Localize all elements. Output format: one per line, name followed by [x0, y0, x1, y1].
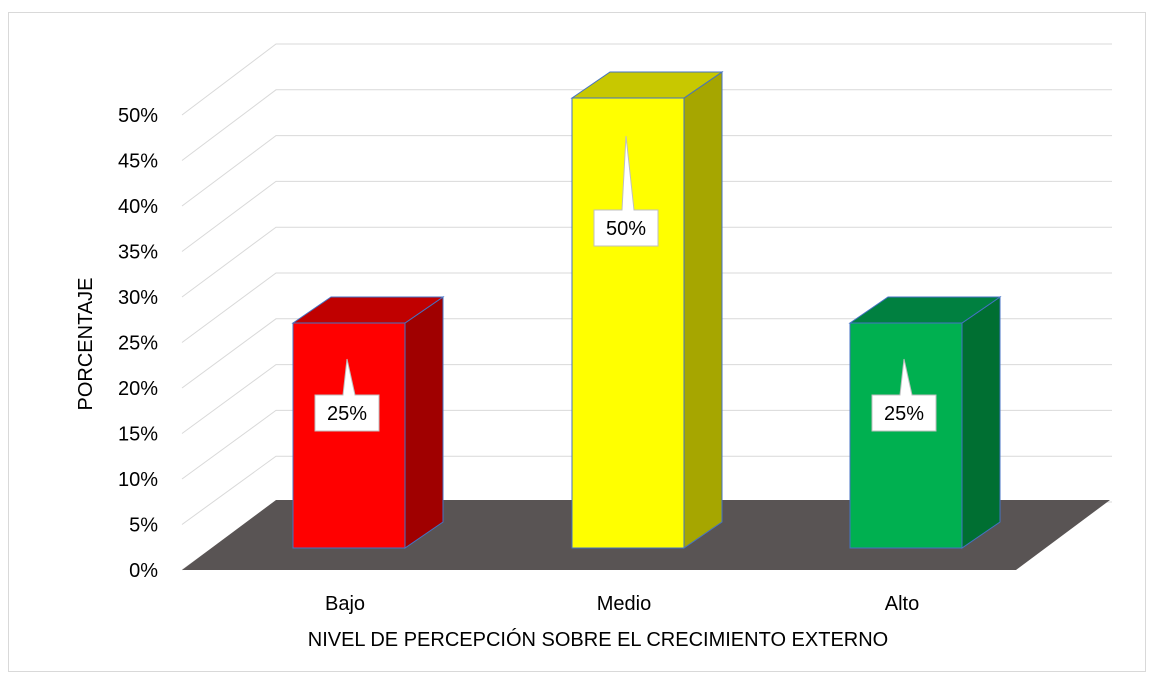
y-tick-label: 40%: [118, 196, 158, 218]
gridline: [181, 272, 1112, 343]
x-axis-title: NIVEL DE PERCEPCIÓN SOBRE EL CRECIMIENTO…: [308, 628, 889, 651]
gridline: [181, 226, 1112, 298]
y-tick-label: 10%: [118, 469, 158, 491]
y-tick-label: 0%: [129, 560, 158, 582]
bars-layer: 25% 50% 25%: [291, 71, 1002, 549]
data-label: 50%: [606, 218, 646, 240]
y-tick-label: 30%: [118, 287, 158, 309]
data-label-callout: 25%: [871, 358, 937, 432]
gridline: [181, 43, 1112, 116]
y-tick-label: 20%: [118, 378, 158, 400]
bar: [292, 322, 406, 549]
data-label: 25%: [884, 403, 924, 425]
callout-box: [314, 358, 380, 432]
bar-group: 50%: [570, 71, 724, 549]
gridline: [181, 318, 1112, 389]
x-category-labels: Bajo Medio Alto: [325, 593, 919, 615]
y-tick-label: 35%: [118, 242, 158, 264]
bar-group: 25%: [848, 296, 1002, 549]
x-tick-label: Medio: [597, 593, 651, 615]
y-tick-label: 25%: [118, 333, 158, 355]
callout-box: [871, 358, 937, 432]
data-label-callout: 25%: [314, 358, 380, 432]
y-tick-label: 50%: [118, 105, 158, 127]
bar-group: 25%: [291, 296, 445, 549]
gridline: [181, 455, 1112, 525]
gridline: [181, 135, 1112, 207]
x-tick-label: Bajo: [325, 593, 365, 615]
y-tick-label: 15%: [118, 424, 158, 446]
data-label-callout: 50%: [593, 135, 659, 247]
y-axis-title: PORCENTAJE: [75, 278, 97, 411]
x-tick-label: Alto: [885, 593, 919, 615]
y-tick-labels: 0% 5% 10% 15% 20% 25% 30% 35% 40% 45% 50%: [118, 105, 158, 582]
data-label: 25%: [327, 403, 367, 425]
gridline: [181, 89, 1112, 161]
bar-side-face: [404, 296, 444, 549]
gridline: [181, 364, 1112, 434]
gridline: [181, 180, 1112, 252]
bar: [849, 322, 963, 549]
bar-side-face: [683, 71, 723, 549]
bar-side-face: [961, 296, 1001, 549]
callout-box: [593, 135, 659, 247]
gridline: [181, 409, 1112, 480]
y-tick-label: 45%: [118, 151, 158, 173]
y-tick-label: 5%: [129, 515, 158, 537]
